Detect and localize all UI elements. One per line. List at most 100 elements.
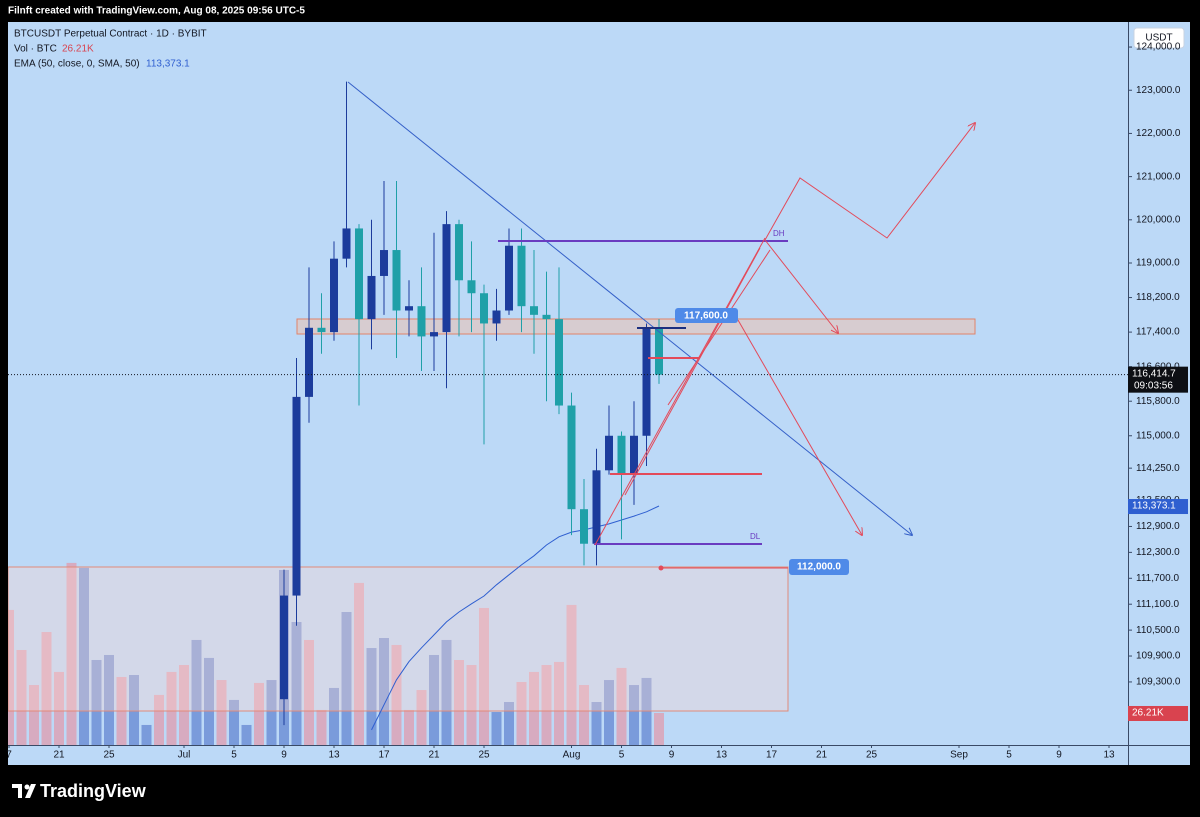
volume-bar	[316, 709, 327, 745]
volume-legend-value: 26.21K	[62, 44, 94, 55]
volume-bar	[129, 675, 139, 745]
candle-body	[617, 435, 626, 475]
volume-bar	[479, 607, 489, 745]
candle-body	[430, 332, 438, 337]
x-tick-label: 21	[816, 750, 828, 761]
candle-body	[505, 245, 513, 311]
y-tick-label: 124,000.0	[1136, 42, 1181, 53]
y-tick-label: 112,900.0	[1136, 521, 1180, 532]
volume-bar	[229, 699, 239, 745]
volume-bar	[91, 659, 102, 745]
volume-bar	[291, 622, 302, 745]
candle-body	[417, 306, 426, 337]
x-tick-label: 5	[619, 750, 625, 761]
candle-body	[392, 250, 401, 311]
y-tick-label: 109,300.0	[1136, 677, 1181, 688]
volume-bar	[66, 562, 77, 745]
volume-bar	[304, 639, 314, 745]
candle-body	[630, 435, 638, 475]
candle-body	[467, 280, 476, 294]
y-tick-label: 111,700.0	[1136, 573, 1179, 584]
last-price-tag	[1128, 366, 1188, 393]
ema-line	[371, 505, 660, 731]
chart-title: BTCUSDT Perpetual Contract · 1D · BYBIT	[14, 29, 207, 40]
brand-name: TradingView	[40, 781, 147, 801]
volume-bar	[241, 724, 252, 745]
volume-bar	[166, 671, 177, 745]
volume-bar	[491, 712, 502, 745]
credit: Filnft created with TradingView.com, Aug…	[8, 6, 305, 17]
candle-body	[480, 293, 488, 324]
volume-bar	[216, 680, 227, 745]
brand: TradingView	[12, 781, 147, 801]
volume-bar	[329, 687, 339, 745]
volume-bar	[104, 654, 114, 745]
ema-tag	[1128, 499, 1188, 515]
level-label: DH	[773, 229, 785, 238]
drawings	[8, 318, 976, 712]
volume-bar	[54, 671, 64, 745]
volume-bar	[566, 604, 577, 745]
drawings-top: DH DL 117,600.0 112,000.0	[347, 81, 975, 575]
volume-bar	[454, 659, 464, 745]
volume-bar	[391, 644, 402, 745]
volume-bar	[141, 724, 152, 745]
y-tick-label: 123,000.0	[1136, 85, 1181, 96]
volume-bar	[341, 612, 352, 745]
x-tick-label: 25	[103, 750, 115, 761]
candle-body	[580, 509, 588, 544]
currency-button[interactable]	[1133, 27, 1185, 49]
volume-bar	[79, 567, 89, 745]
x-tick-label: 7	[6, 750, 12, 761]
ema-legend-value: 113,373.1	[146, 59, 190, 70]
volume-bar	[616, 667, 627, 745]
volume-bar	[204, 657, 214, 745]
price-tag-label: 112,000.0	[797, 562, 841, 573]
candle-body	[380, 250, 388, 276]
y-tick-label: 109,900.0	[1136, 651, 1181, 662]
y-tick-label: 110,500.0	[1136, 625, 1180, 636]
volume-bar	[379, 638, 389, 745]
x-tick-label: Aug	[563, 750, 581, 761]
y-tick-label: 114,250.0	[1136, 463, 1180, 474]
projection	[764, 239, 838, 333]
x-tick-label: 5	[1006, 750, 1012, 761]
x-tick-label: 13	[1103, 750, 1115, 761]
candle-body	[530, 306, 538, 315]
volume-bar	[41, 632, 52, 745]
volume-bar	[29, 685, 39, 745]
candle-body	[342, 228, 351, 259]
projection	[737, 319, 862, 535]
y-tick-label: 111,100.0	[1136, 599, 1179, 610]
candle-body	[280, 595, 288, 700]
volume-bar	[579, 685, 589, 745]
ema-tag-label: 113,373.1	[1132, 501, 1176, 512]
volume-bar	[529, 671, 539, 745]
projection	[624, 247, 761, 496]
logo	[12, 784, 36, 798]
logo	[24, 784, 30, 790]
x-tick-label: Sep	[950, 750, 968, 761]
candle-body	[642, 327, 651, 436]
projection	[594, 237, 766, 546]
volume-bar	[154, 694, 164, 745]
candle-body	[367, 275, 376, 320]
volume-bar	[466, 665, 477, 745]
candle-body	[292, 396, 301, 596]
x-tick-label: Jul	[178, 750, 191, 761]
volume-bar	[441, 639, 452, 745]
x-tick-label: 21	[53, 750, 65, 761]
candle-body	[542, 314, 551, 320]
volume-bar	[591, 702, 602, 745]
candle-body	[455, 224, 463, 281]
level-label: DL	[750, 532, 761, 541]
currency[interactable]: USDT	[1145, 33, 1172, 44]
candle-body	[442, 224, 451, 333]
y-tick-label: 118,200.0	[1136, 292, 1180, 303]
candle-body	[317, 327, 326, 333]
candle-body	[492, 310, 501, 324]
x-tick-label: 17	[378, 750, 390, 761]
volume-bar	[504, 702, 514, 745]
demand-zone	[8, 566, 789, 712]
